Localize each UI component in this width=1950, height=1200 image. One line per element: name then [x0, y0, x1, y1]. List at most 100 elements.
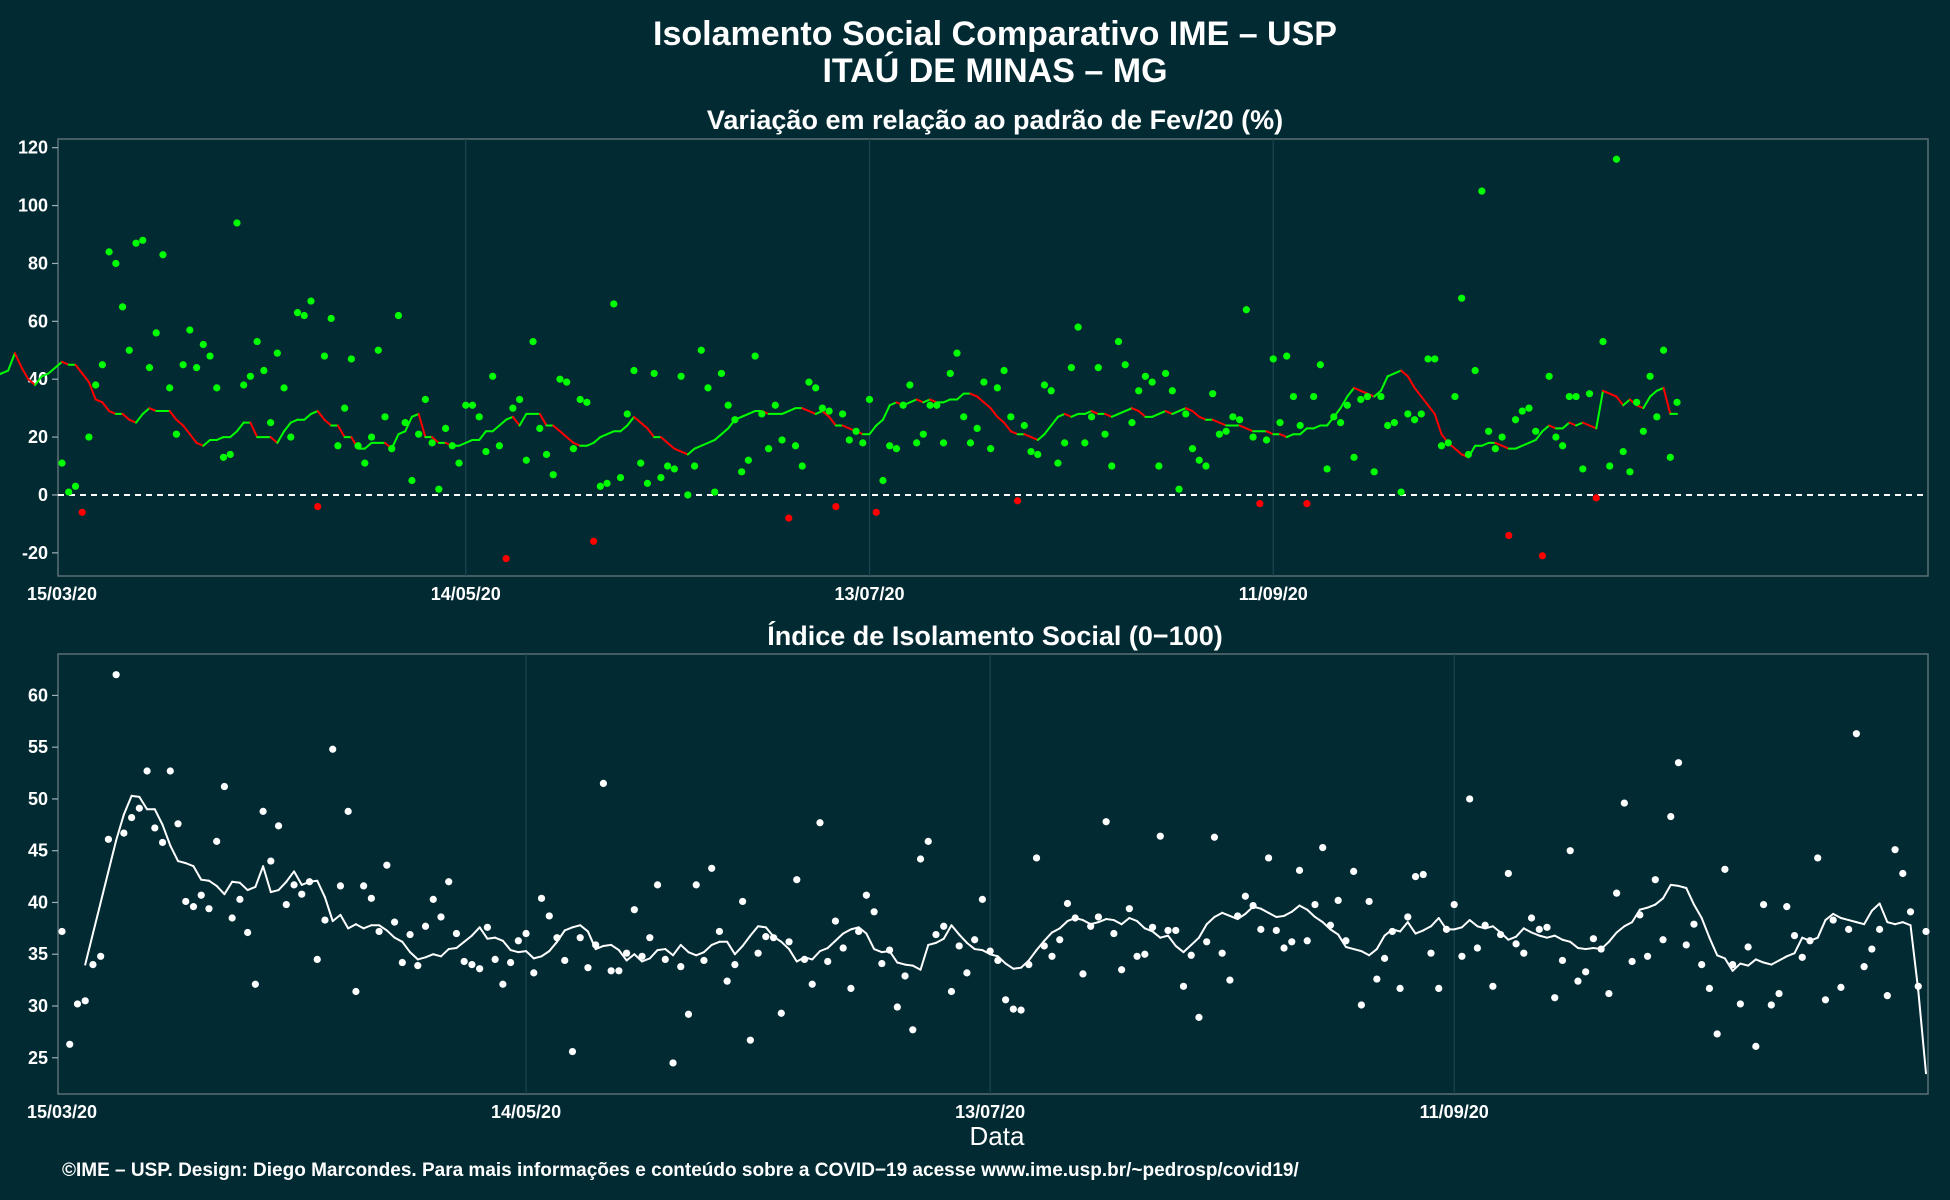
data-point [1883, 992, 1891, 1000]
data-point [1491, 445, 1499, 453]
x-tick-label: 13/07/20 [955, 1102, 1025, 1122]
data-point [145, 364, 154, 372]
data-point [978, 895, 986, 903]
moving-average-segment [339, 913, 350, 930]
data-point [437, 913, 445, 921]
data-point [1040, 942, 1048, 950]
moving-average-segment [148, 407, 158, 413]
moving-average-segment [336, 424, 346, 439]
moving-average-segment [1870, 902, 1881, 912]
data-point [1837, 983, 1845, 991]
moving-average-segment [1530, 931, 1541, 937]
data-point [1431, 355, 1439, 363]
moving-average-segment [432, 953, 442, 958]
moving-average-segment [1128, 917, 1139, 923]
y-tick-label: 55 [28, 737, 48, 757]
data-point [1202, 462, 1210, 470]
data-point [1478, 187, 1486, 195]
moving-average-segment [632, 415, 642, 424]
moving-average-segment [1050, 415, 1059, 427]
data-point [630, 906, 638, 914]
data-point [236, 895, 244, 903]
data-point [1388, 927, 1396, 936]
moving-average-segment [202, 438, 212, 447]
moving-average-segment [958, 933, 968, 944]
moving-average-segment [1339, 395, 1349, 410]
data-point [514, 937, 522, 945]
data-point [251, 980, 259, 988]
data-point [199, 340, 207, 349]
data-point [599, 779, 608, 788]
data-point [831, 917, 840, 925]
data-point [219, 453, 228, 461]
data-point [568, 1047, 577, 1056]
data-point [805, 378, 813, 386]
data-point [1280, 944, 1288, 952]
data-point [267, 857, 275, 865]
data-point [1009, 1005, 1017, 1013]
data-point [1806, 937, 1814, 945]
moving-average-segment [138, 795, 149, 811]
moving-average-segment [0, 369, 10, 375]
data-point [1141, 372, 1150, 380]
moving-average-segment [81, 372, 90, 384]
data-point [1899, 869, 1907, 878]
moving-average-segment [579, 924, 589, 933]
data-point [1410, 416, 1419, 424]
moving-average-segment [269, 889, 280, 894]
data-point [1094, 913, 1103, 921]
data-point [313, 955, 321, 964]
data-point [816, 819, 824, 827]
moving-average-segment [1716, 954, 1726, 960]
data-point [926, 401, 934, 409]
data-point [563, 378, 571, 386]
moving-average-segment [741, 934, 752, 947]
data-point [1188, 445, 1197, 453]
moving-average-segment [648, 949, 659, 960]
moving-average-segment [511, 415, 521, 427]
data-point [1906, 908, 1915, 916]
moving-average-segment [1393, 369, 1403, 375]
moving-average-segment [458, 441, 467, 447]
x-tick-label: 15/03/20 [27, 1102, 97, 1122]
data-point [1484, 427, 1493, 435]
moving-average-segment [1267, 911, 1278, 918]
data-point [919, 430, 927, 438]
moving-average-segment [1004, 962, 1015, 970]
moving-average-segment [184, 862, 195, 868]
data-point [415, 430, 423, 438]
data-point [1633, 398, 1641, 406]
moving-average-segment [1747, 958, 1757, 967]
moving-average-segment [1685, 886, 1695, 906]
moving-average-segment [1917, 989, 1927, 1075]
data-point [1377, 392, 1385, 401]
data-point [1047, 387, 1055, 395]
data-point [909, 1026, 917, 1034]
moving-average-segment [807, 410, 817, 415]
chart-title-line1: Isolamento Social Comparativo IME – USP [653, 15, 1337, 53]
moving-average-segment [175, 418, 185, 427]
data-point [1626, 468, 1634, 476]
data-point [341, 404, 349, 412]
data-point [677, 372, 685, 380]
moving-average-segment [347, 923, 357, 930]
data-point [1249, 901, 1257, 910]
data-point [940, 922, 948, 930]
data-point [1101, 430, 1109, 438]
data-point [623, 410, 631, 418]
data-point [1295, 866, 1304, 874]
moving-average-segment [821, 410, 831, 418]
moving-average-segment [1778, 955, 1788, 962]
data-point [1852, 730, 1860, 738]
data-point [421, 395, 429, 404]
data-point [1775, 989, 1783, 998]
moving-average-segment [47, 366, 57, 375]
moving-average-segment [1259, 907, 1270, 914]
data-point [1458, 952, 1466, 960]
data-point [205, 905, 213, 913]
moving-average-segment [262, 865, 272, 894]
data-point [845, 436, 853, 444]
data-point [1334, 896, 1342, 905]
data-point [1736, 1000, 1744, 1008]
moving-average-segment [1886, 921, 1897, 926]
